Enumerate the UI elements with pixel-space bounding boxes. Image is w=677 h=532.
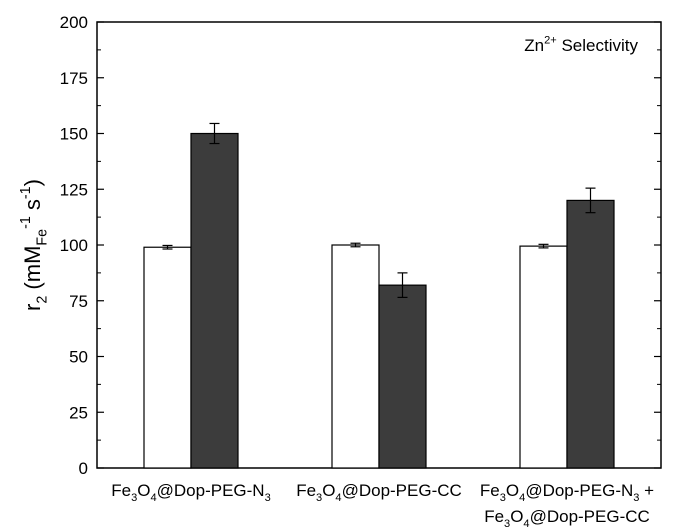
error-bar [209, 122, 220, 145]
error-bar [162, 244, 173, 250]
x-tick-label: Fe3O4@Dop-PEG-N3 [111, 481, 271, 504]
error-bar [585, 187, 596, 214]
y-tick-label: 50 [69, 348, 88, 367]
error-bar [397, 272, 408, 299]
y-tick-label: 100 [60, 236, 88, 255]
y-tick-label: 150 [60, 125, 88, 144]
y-tick-label: 125 [60, 180, 88, 199]
bar [519, 245, 568, 469]
x-tick-label: Fe3O4@Dop-PEG-N3 + [480, 481, 654, 504]
bar [190, 132, 239, 469]
y-tick-label: 175 [60, 69, 88, 88]
bar [331, 244, 380, 469]
x-axis: Fe3O4@Dop-PEG-N3 Fe3O4@Dop-PEG-CC Fe3O4@Do… [111, 481, 654, 530]
bar [566, 199, 615, 469]
y-axis-label: r2 (mMFe-1 s-1) [18, 179, 51, 311]
y-tick-label: 25 [69, 403, 88, 422]
bar [378, 284, 427, 469]
y-axis: 0 25 50 75 100 125 150 175 200 [60, 13, 661, 478]
bar [143, 246, 192, 469]
error-bar [538, 243, 549, 249]
x-tick-label-line2: Fe3O4@Dop-PEG-CC [484, 507, 650, 530]
error-bars [162, 122, 596, 299]
error-bar [350, 242, 361, 248]
x-tick-label: Fe3O4@Dop-PEG-CC [296, 481, 462, 504]
annotation-zn-selectivity: Zn2+ Selectivity [524, 34, 638, 55]
y-tick-label: 75 [69, 292, 88, 311]
y-tick-label: 200 [60, 13, 88, 32]
y-tick-label: 0 [79, 459, 88, 478]
bars [143, 132, 615, 469]
